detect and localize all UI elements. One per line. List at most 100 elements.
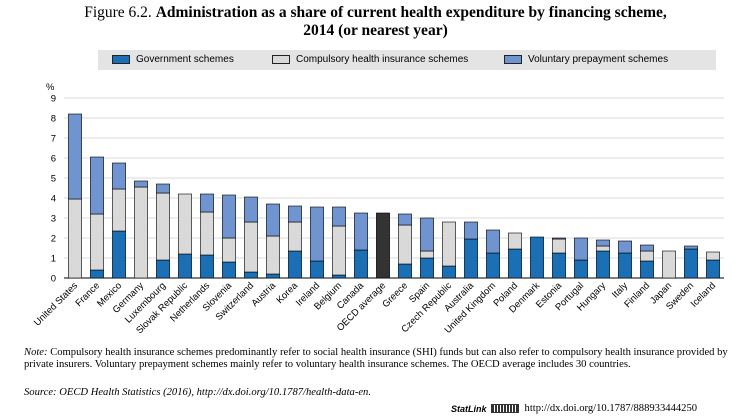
legend-item-government: Government schemes bbox=[112, 54, 234, 65]
bar-voluntary bbox=[420, 217, 434, 252]
bar-compulsory bbox=[156, 192, 170, 261]
bar-voluntary bbox=[354, 212, 368, 251]
bar-government bbox=[112, 230, 126, 279]
bar-voluntary bbox=[266, 203, 280, 237]
source-line: Source: OECD Health Statistics (2016), h… bbox=[24, 387, 371, 398]
bar-compulsory bbox=[288, 221, 302, 252]
bars bbox=[68, 113, 720, 279]
legend-swatch-voluntary bbox=[504, 55, 522, 64]
bar-voluntary bbox=[222, 194, 236, 239]
source-label: Source: bbox=[24, 387, 57, 398]
bar-compulsory bbox=[178, 193, 192, 255]
y-tick-label: 3 bbox=[51, 214, 56, 225]
footnote: Note: Compulsory health insurance scheme… bbox=[24, 347, 736, 371]
bar-compulsory bbox=[90, 213, 104, 271]
y-tick-label: 1 bbox=[51, 254, 56, 265]
bar-compulsory bbox=[134, 186, 148, 279]
bar-voluntary bbox=[112, 162, 126, 190]
bar-compulsory bbox=[200, 211, 214, 256]
y-tick-label: 0 bbox=[51, 274, 56, 285]
title-sub: 2014 (or nearest year) bbox=[303, 22, 448, 39]
bar-compulsory bbox=[596, 245, 610, 252]
legend-item-compulsory: Compulsory health insurance schemes bbox=[272, 54, 468, 65]
bar-government bbox=[90, 269, 104, 279]
y-axis-ticks: 0 1 2 3 4 5 6 7 8 9 bbox=[51, 94, 56, 285]
bar-voluntary bbox=[134, 180, 148, 188]
bar-government bbox=[684, 248, 698, 279]
legend-label-compulsory: Compulsory health insurance schemes bbox=[296, 54, 469, 65]
title-main: Administration as a share of current hea… bbox=[155, 4, 667, 21]
x-tick-label: United States bbox=[32, 280, 80, 328]
bar-government bbox=[552, 252, 566, 279]
bar-voluntary bbox=[574, 237, 588, 261]
bar-government bbox=[288, 250, 302, 279]
bar-compulsory bbox=[662, 250, 676, 279]
y-tick-label: 7 bbox=[51, 134, 56, 145]
bar-government bbox=[420, 257, 434, 279]
bar-government bbox=[464, 238, 478, 279]
bar-oecd-average bbox=[376, 212, 390, 279]
bar-voluntary bbox=[618, 240, 632, 254]
bar-voluntary bbox=[156, 183, 170, 194]
bar-compulsory bbox=[508, 232, 522, 250]
bar-government bbox=[332, 274, 346, 279]
bar-voluntary bbox=[288, 205, 302, 223]
bar-government bbox=[508, 248, 522, 279]
y-tick-label: 5 bbox=[51, 174, 56, 185]
bar-voluntary bbox=[552, 237, 566, 240]
source-text: OECD Health Statistics (2016), http://dx… bbox=[56, 387, 372, 398]
bar-government bbox=[266, 273, 280, 279]
bar-government bbox=[398, 263, 412, 279]
bar-compulsory bbox=[68, 198, 82, 279]
statlink-url[interactable]: http://dx.doi.org/10.1787/888933444250 bbox=[524, 403, 698, 414]
bar-government bbox=[244, 271, 258, 279]
bar-government bbox=[618, 252, 632, 279]
bar-voluntary bbox=[398, 213, 412, 226]
y-tick-label: 8 bbox=[51, 114, 56, 125]
x-tick-label: Austria bbox=[249, 280, 278, 309]
legend-label-government: Government schemes bbox=[136, 54, 234, 65]
statlink-brand: StatLink bbox=[451, 403, 487, 414]
statlink-logo-icon bbox=[490, 404, 519, 413]
bar-voluntary bbox=[596, 239, 610, 247]
bar-voluntary bbox=[310, 206, 324, 262]
chart-legend: Government schemes Compulsory health ins… bbox=[98, 50, 716, 70]
gridlines bbox=[64, 97, 724, 279]
x-tick-label: Iceland bbox=[689, 280, 718, 309]
bar-government bbox=[486, 252, 500, 279]
bar-compulsory bbox=[706, 251, 720, 261]
y-tick-label: 4 bbox=[51, 194, 56, 205]
figure-label: Figure 6.2. bbox=[84, 4, 152, 21]
bar-compulsory bbox=[398, 224, 412, 265]
bar-government bbox=[574, 259, 588, 279]
y-axis-label: % bbox=[46, 82, 55, 93]
y-tick-label: 2 bbox=[51, 234, 56, 245]
bar-compulsory bbox=[112, 188, 126, 232]
bar-compulsory bbox=[222, 237, 236, 263]
bar-voluntary bbox=[684, 245, 698, 250]
y-tick-label: 6 bbox=[51, 154, 56, 165]
y-tick-label: 9 bbox=[51, 94, 56, 105]
bar-voluntary bbox=[244, 196, 258, 223]
bar-government bbox=[156, 259, 170, 279]
legend-label-voluntary: Voluntary prepayment schemes bbox=[528, 54, 669, 65]
bar-government bbox=[442, 265, 456, 279]
statlink[interactable]: StatLink http://dx.doi.org/10.1787/88893… bbox=[451, 403, 697, 414]
bar-government bbox=[354, 249, 368, 279]
note-text: Compulsory health insurance schemes pred… bbox=[24, 347, 728, 370]
bar-voluntary bbox=[200, 193, 214, 213]
bar-voluntary bbox=[486, 229, 500, 254]
bar-compulsory bbox=[420, 250, 434, 259]
legend-swatch-compulsory bbox=[272, 55, 290, 64]
x-axis-labels: United StatesFranceMexicoGermanyLuxembou… bbox=[32, 280, 718, 336]
bar-government bbox=[706, 259, 720, 279]
bar-compulsory bbox=[266, 235, 280, 275]
bar-government bbox=[200, 254, 214, 279]
bar-chart: % 0 1 2 3 4 5 6 7 8 9 United StatesFranceMexicoGe… bbox=[32, 82, 724, 336]
bar-government bbox=[596, 250, 610, 279]
bar-government bbox=[310, 260, 324, 279]
bar-government bbox=[530, 236, 544, 279]
bar-voluntary bbox=[464, 221, 478, 240]
bar-government bbox=[222, 261, 236, 279]
bar-compulsory bbox=[332, 225, 346, 276]
